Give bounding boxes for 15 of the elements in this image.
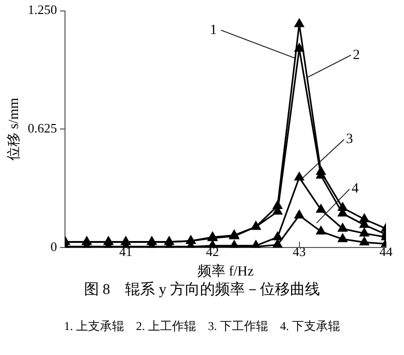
text: 图 8 辊系 y 方向的频率－位移曲线 xyxy=(82,280,322,299)
y-tick-label: 0.625 xyxy=(28,120,58,136)
x-axis-title: 频率 f/Hz xyxy=(197,263,254,280)
annotation: 4 xyxy=(352,182,359,197)
x-tick-label: 43 xyxy=(292,244,306,259)
x-tick-label: 42 xyxy=(206,244,220,259)
x-tick-label: 44 xyxy=(380,244,393,259)
y-axis-title: 位移 s/mm xyxy=(6,98,22,161)
annotation: 3 xyxy=(346,132,353,148)
text: 1. 上支承辊 2. 上工作辊 3. 下工作辊 4. 下支承辊 xyxy=(63,318,341,335)
y-tick-label: 0 xyxy=(50,239,58,254)
annotation: 1 xyxy=(210,22,217,38)
annotation: 2 xyxy=(352,48,360,63)
x-tick-label: 41 xyxy=(119,244,132,259)
y-tick-label: 1.250 xyxy=(28,2,58,18)
